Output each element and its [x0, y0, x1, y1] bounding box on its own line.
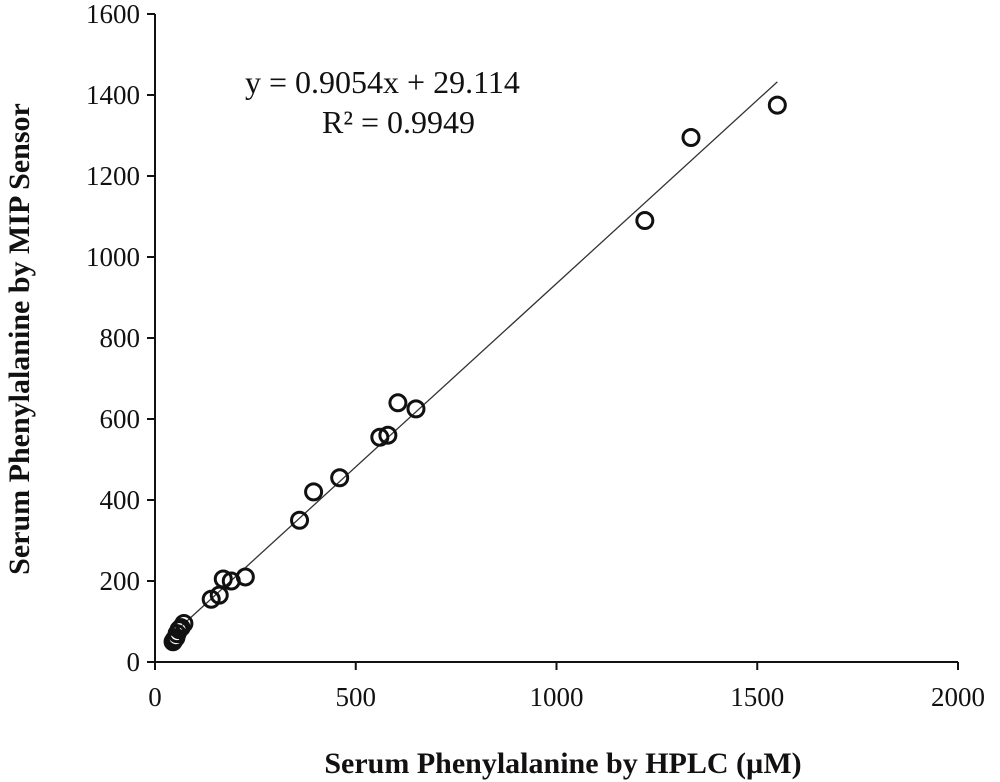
y-tick-label: 800: [100, 323, 141, 353]
data-point: [304, 482, 324, 502]
data-point: [174, 614, 194, 634]
data-point: [235, 567, 255, 587]
data-point: [635, 211, 655, 231]
trendline: [170, 81, 778, 637]
y-axis-title: Serum Phenylalanine by MIP Sensor: [3, 103, 36, 575]
y-tick-label: 0: [127, 647, 141, 677]
y-tick-label: 1000: [86, 242, 140, 272]
x-tick-label: 0: [148, 682, 162, 712]
plot-area: 0 200 400 600 800 1000 1200 1400 1600 0 500 1000 150…: [86, 0, 985, 712]
data-point: [290, 510, 310, 530]
x-tick-label: 1000: [530, 682, 584, 712]
y-tick-label: 200: [100, 566, 141, 596]
axis-ticks: 0 200 400 600 800 1000 1200 1400 1600 0 500 1000 150…: [86, 0, 985, 712]
data-point: [330, 468, 350, 488]
y-tick-label: 1200: [86, 161, 140, 191]
x-tick-label: 1500: [730, 682, 784, 712]
y-tick-label: 1600: [86, 0, 140, 29]
x-tick-label: 2000: [931, 682, 985, 712]
x-axis-title: Serum Phenylalanine by HPLC (µM): [324, 747, 801, 780]
trendline-equation: y = 0.9054x + 29.114: [245, 64, 520, 100]
data-point: [213, 569, 233, 589]
x-tick-label: 500: [336, 682, 377, 712]
y-tick-label: 1400: [86, 80, 140, 110]
data-point: [767, 95, 787, 115]
data-point: [388, 393, 408, 413]
y-tick-label: 400: [100, 485, 141, 515]
data-point: [406, 399, 426, 419]
trendline-r-squared: R² = 0.9949: [322, 104, 475, 140]
data-point: [370, 427, 390, 447]
data-point: [378, 425, 398, 445]
y-tick-label: 600: [100, 404, 141, 434]
data-points: [163, 95, 787, 652]
data-point: [681, 128, 701, 148]
